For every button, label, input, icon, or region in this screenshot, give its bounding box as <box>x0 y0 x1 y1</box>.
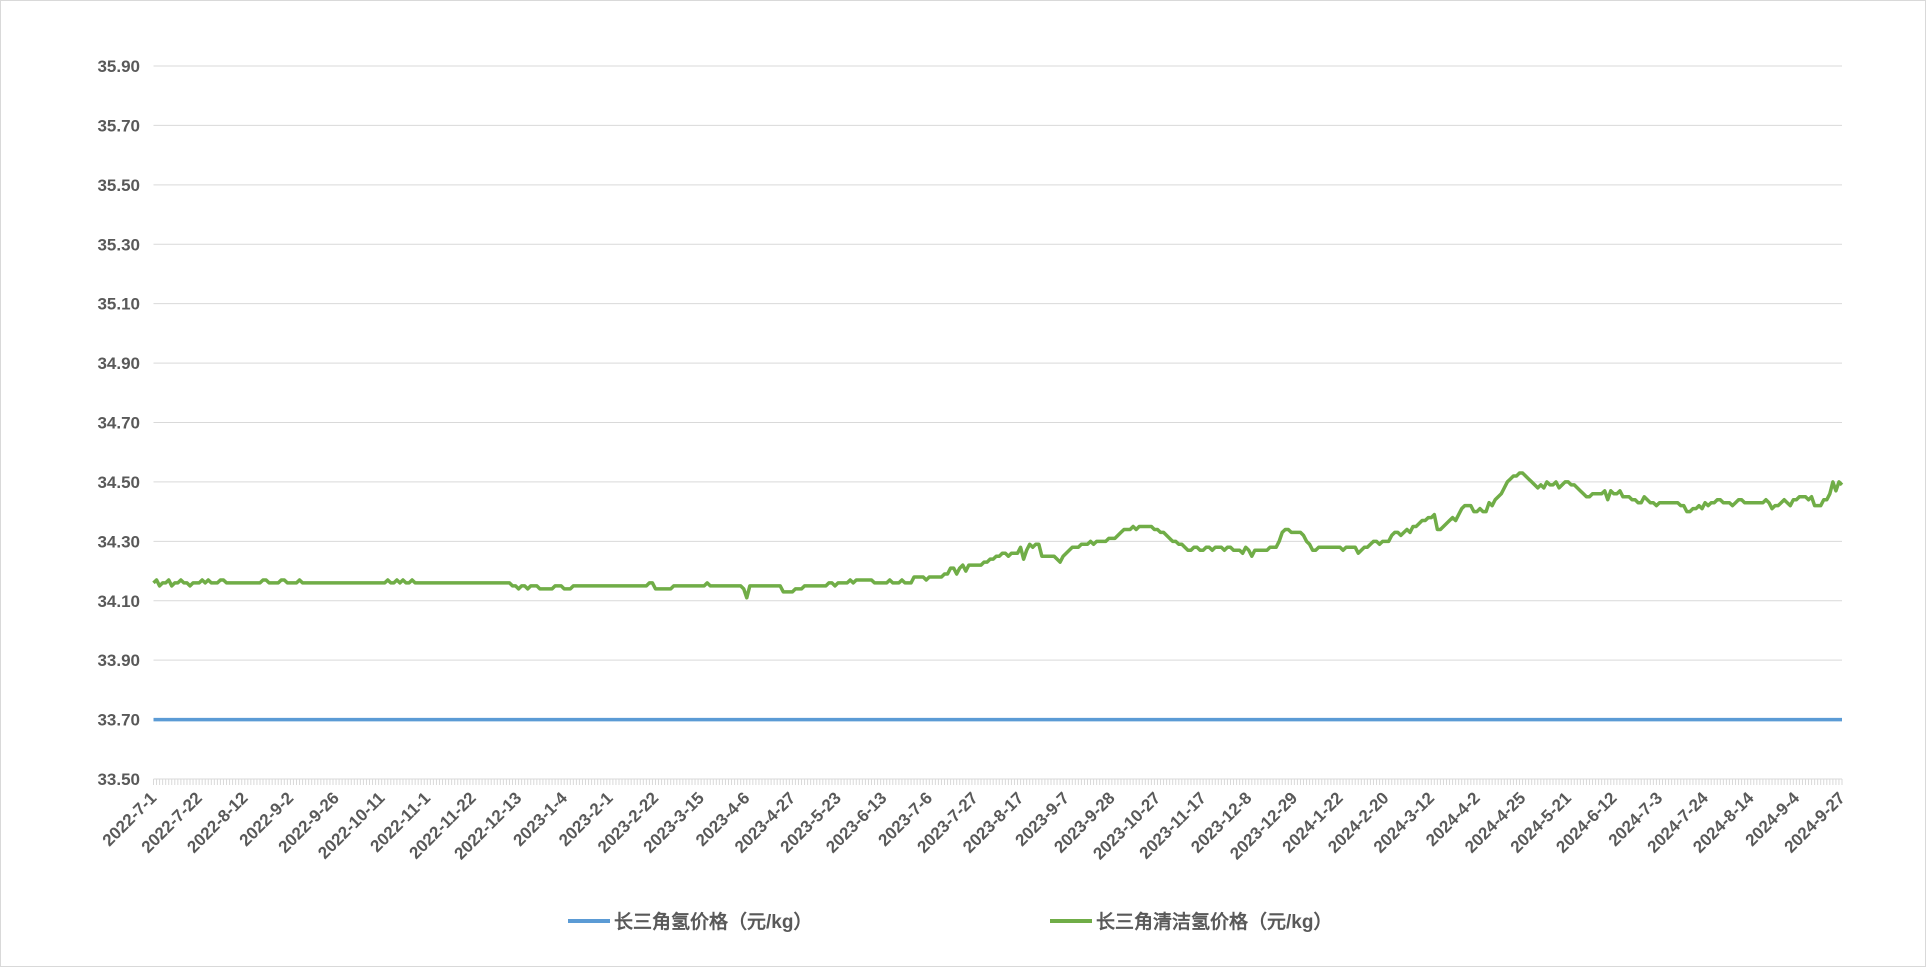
y-tick-label: 34.10 <box>97 592 140 611</box>
legend-label: 长三角氢价格（元/kg） <box>614 910 812 933</box>
legend: 长三角氢价格（元/kg） 长三角清洁氢价格（元/kg） <box>568 910 1332 933</box>
y-tick-label: 34.70 <box>97 414 140 433</box>
y-tick-label: 35.90 <box>97 57 140 76</box>
y-tick-label: 35.10 <box>97 295 140 314</box>
legend-label: 长三角清洁氢价格（元/kg） <box>1096 910 1332 933</box>
y-tick-label: 35.30 <box>97 235 140 254</box>
y-tick-label: 34.90 <box>97 354 140 373</box>
y-tick-label: 34.50 <box>97 473 140 492</box>
y-tick-label: 35.50 <box>97 176 140 195</box>
line-series <box>152 471 1844 600</box>
y-tick-label: 33.70 <box>97 711 140 730</box>
y-tick-label: 34.30 <box>97 532 140 551</box>
y-tick-label: 35.70 <box>97 116 140 135</box>
y-tick-label: 33.50 <box>97 770 140 789</box>
y-tick-label: 33.90 <box>97 651 140 670</box>
lines <box>152 471 1844 722</box>
